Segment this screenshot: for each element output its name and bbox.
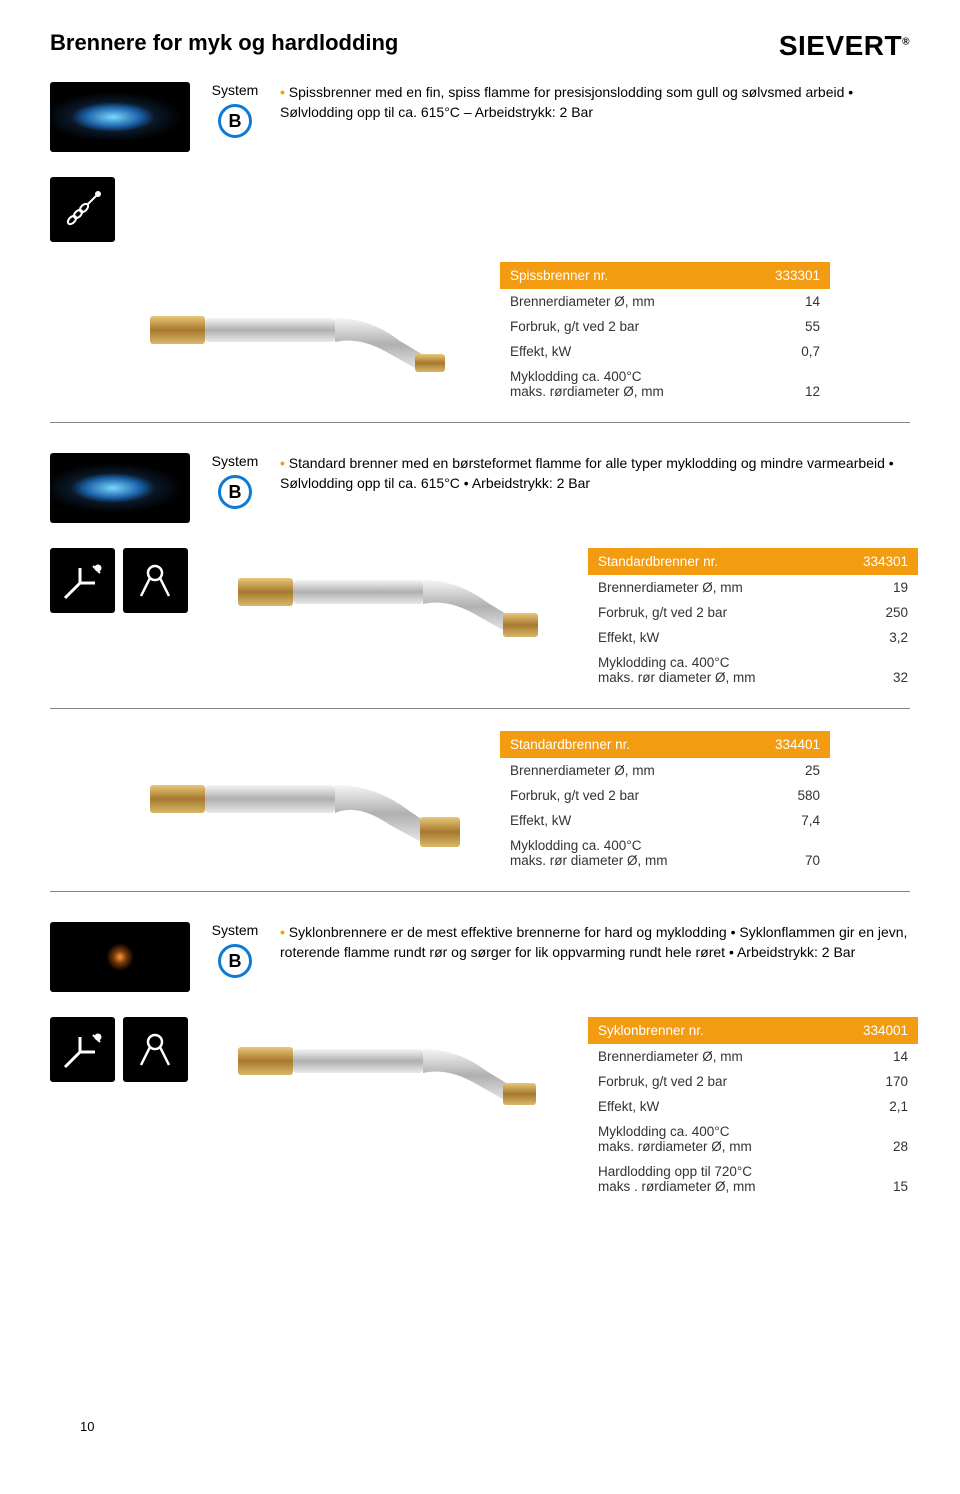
spec-value: 12 [740, 364, 830, 404]
spec-key: Myklodding ca. 400°C maks. rør diameter … [588, 650, 829, 690]
spec-value: 170 [829, 1069, 918, 1094]
header: Brennere for myk og hardlodding SIEVERT® [50, 30, 910, 62]
table-header-value: 333301 [740, 262, 830, 289]
spec-value: 3,2 [829, 625, 918, 650]
spec-key: Effekt, kW [588, 1094, 829, 1119]
flame-image-standard [50, 453, 190, 523]
intro-text-1: • Spissbrenner med en fin, spiss flamme … [280, 82, 910, 123]
spec-value: 7,4 [741, 808, 830, 833]
spec-key: Effekt, kW [500, 339, 740, 364]
page-number: 10 [80, 1419, 94, 1434]
spec-value: 580 [741, 783, 830, 808]
page-title: Brennere for myk og hardlodding [50, 30, 398, 56]
spec-key: Myklodding ca. 400°C maks. rørdiameter Ø… [588, 1119, 829, 1159]
system-b-badge: B [218, 944, 252, 978]
spec-key: Myklodding ca. 400°C maks. rør diameter … [500, 833, 741, 873]
spec-key: Brennerdiameter Ø, mm [588, 1044, 829, 1069]
pipe-icon [50, 1017, 115, 1082]
divider [50, 891, 910, 892]
flame-image-cyclone [50, 922, 190, 992]
spec-value: 19 [829, 575, 918, 600]
spec-value: 14 [740, 289, 830, 314]
system-b-badge: B [218, 475, 252, 509]
intro-text-3: • Syklonbrennere er de mest effektive br… [280, 922, 910, 963]
spec-key: Forbruk, g/t ved 2 bar [500, 314, 740, 339]
divider [50, 422, 910, 423]
spec-value: 25 [741, 758, 830, 783]
burner-image-333301 [130, 286, 470, 381]
spec-value: 2,1 [829, 1094, 918, 1119]
spec-table-334001: Syklonbrenner nr.334001 Brennerdiameter … [588, 1017, 918, 1199]
product-row-334001: Syklonbrenner nr.334001 Brennerdiameter … [50, 1017, 910, 1199]
spec-table-334301: Standardbrenner nr.334301 Brennerdiamete… [588, 548, 918, 690]
spec-key: Hardlodding opp til 720°C maks . rørdiam… [588, 1159, 829, 1199]
brand-logo: SIEVERT® [779, 30, 910, 62]
chain-icon [50, 177, 115, 242]
spec-key: Myklodding ca. 400°C maks. rørdiameter Ø… [500, 364, 740, 404]
table-header-label: Spissbrenner nr. [500, 262, 740, 289]
spec-key: Brennerdiameter Ø, mm [588, 575, 829, 600]
table-header-label: Standardbrenner nr. [500, 731, 741, 758]
section-standardbrenner: System B • Standard brenner med en børst… [50, 453, 910, 892]
pliers-icon [123, 1017, 188, 1082]
spec-key: Forbruk, g/t ved 2 bar [588, 600, 829, 625]
table-header-value: 334301 [829, 548, 918, 575]
spec-key: Forbruk, g/t ved 2 bar [500, 783, 741, 808]
system-label: System [212, 922, 259, 938]
burner-image-334001 [218, 1017, 558, 1112]
spec-key: Effekt, kW [500, 808, 741, 833]
section-syklonbrenner: System B • Syklonbrennere er de mest eff… [50, 922, 910, 1199]
table-header-label: Standardbrenner nr. [588, 548, 829, 575]
spec-value: 70 [741, 833, 830, 873]
product-row-334301: Standardbrenner nr.334301 Brennerdiamete… [50, 548, 910, 690]
spec-key: Effekt, kW [588, 625, 829, 650]
spec-value: 55 [740, 314, 830, 339]
spec-key: Brennerdiameter Ø, mm [500, 758, 741, 783]
product-row-334401: Standardbrenner nr.334401 Brennerdiamete… [50, 731, 910, 873]
system-label: System [212, 82, 259, 98]
spec-value: 250 [829, 600, 918, 625]
flame-image-spiss [50, 82, 190, 152]
system-label: System [212, 453, 259, 469]
pliers-icon [123, 548, 188, 613]
spec-table-334401: Standardbrenner nr.334401 Brennerdiamete… [500, 731, 830, 873]
table-header-value: 334001 [829, 1017, 918, 1044]
spec-key: Forbruk, g/t ved 2 bar [588, 1069, 829, 1094]
table-header-label: Syklonbrenner nr. [588, 1017, 829, 1044]
spec-value: 0,7 [740, 339, 830, 364]
system-b-badge: B [218, 104, 252, 138]
spec-value: 28 [829, 1119, 918, 1159]
product-row-333301: Spissbrenner nr.333301 Brennerdiameter Ø… [50, 262, 910, 404]
spec-key: Brennerdiameter Ø, mm [500, 289, 740, 314]
intro-text-2: • Standard brenner med en børsteformet f… [280, 453, 910, 494]
spec-table-333301: Spissbrenner nr.333301 Brennerdiameter Ø… [500, 262, 830, 404]
spec-value: 14 [829, 1044, 918, 1069]
burner-image-334301 [218, 548, 558, 643]
spec-value: 32 [829, 650, 918, 690]
spec-value: 15 [829, 1159, 918, 1199]
divider [50, 708, 910, 709]
burner-image-334401 [130, 755, 470, 850]
pipe-icon [50, 548, 115, 613]
section-spissbrenner: System B • Spissbrenner med en fin, spis… [50, 82, 910, 423]
table-header-value: 334401 [741, 731, 830, 758]
icon-row-1 [50, 177, 910, 242]
